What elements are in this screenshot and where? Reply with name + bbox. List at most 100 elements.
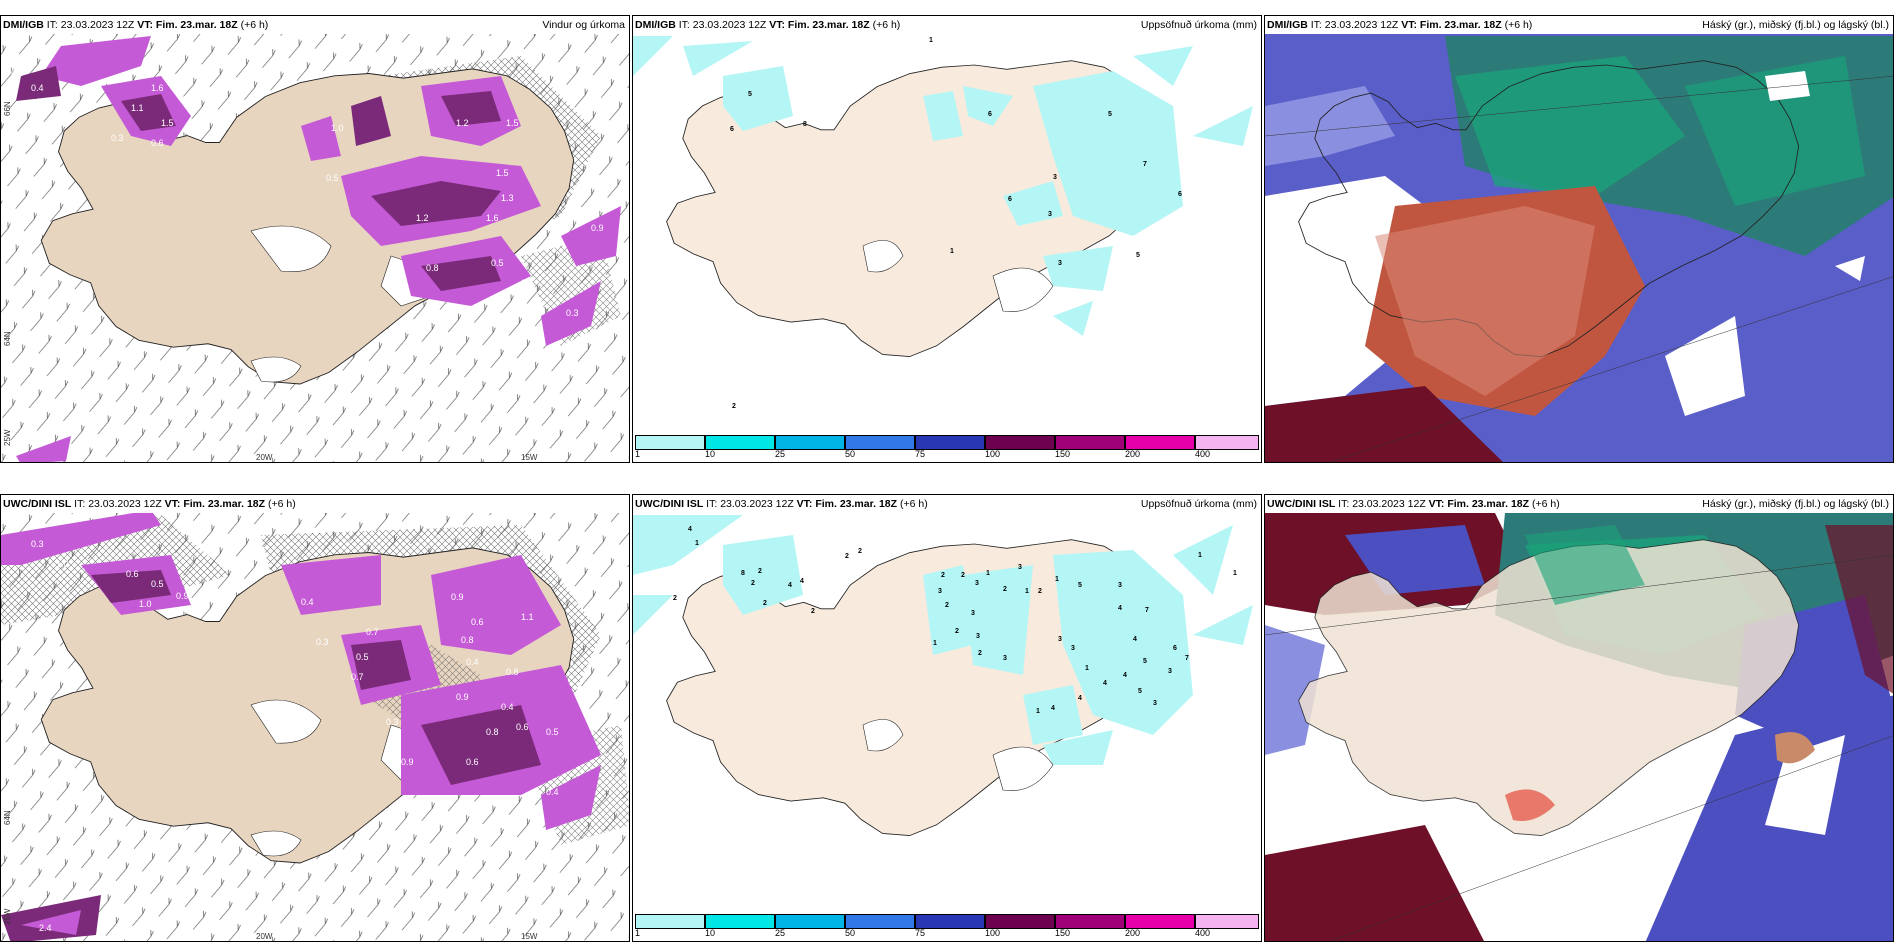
precip-label: 0.9 (451, 592, 464, 602)
accum-label: 2 (1003, 586, 1007, 593)
accum-label: 5 (1143, 658, 1147, 665)
precip-label: 0.5 (546, 727, 559, 737)
precip-label: 0.9 (401, 757, 414, 767)
accum-label: 2 (673, 595, 677, 602)
it-value: 23.03.2023 12Z (88, 498, 162, 510)
panel-header: UWC/DINI ISL IT: 23.03.2023 12Z VT: Fim.… (633, 495, 1261, 513)
panel-uwc-clouds: UWC/DINI ISL IT: 23.03.2023 12Z VT: Fim.… (1264, 494, 1894, 942)
precip-label: 0.3 (31, 539, 44, 549)
panel-title: Vindur og úrkoma (542, 19, 625, 31)
panel-title: Uppsöfnuð úrkoma (mm) (1140, 498, 1257, 510)
precip-label: 0.4 (31, 83, 44, 93)
accum-label: 6 (730, 126, 734, 133)
accum-label: 3 (1018, 564, 1022, 571)
colorbar-swatch (985, 435, 1055, 450)
lead-time: (+6 h) (872, 19, 901, 31)
accum-label: 7 (1185, 655, 1189, 662)
colorbar-tick: 200 (1125, 928, 1141, 938)
accum-label: 3 (1153, 700, 1157, 707)
accum-label: 1 (1025, 588, 1029, 595)
colorbar: 1 10 25 50 75 100 150 200 400 (635, 914, 1259, 938)
accum-label: 1 (950, 248, 954, 255)
accum-label: 6 (1008, 196, 1012, 203)
colorbar-swatch (705, 914, 775, 929)
accum-label: 1 (1055, 576, 1059, 583)
accum-label: 5 (1108, 111, 1112, 118)
it-label: IT: (46, 19, 58, 31)
colorbar-tick: 25 (775, 928, 786, 938)
precip-label: 0.8 (11, 68, 24, 78)
precip-label: 0.6 (151, 138, 164, 148)
precip-label: 1.6 (151, 83, 164, 93)
panel-dmi-wind: DMI/IGB IT: 23.03.2023 12Z VT: Fim. 23.m… (0, 15, 630, 463)
precip-label: 0.4 (301, 597, 314, 607)
lead-time: (+6 h) (1504, 19, 1533, 31)
vt-label: VT: Fim. 23.mar. 18Z (137, 19, 238, 31)
accum-label: 4 (1118, 605, 1122, 612)
precip-label: 1.3 (501, 193, 514, 203)
accum-label: 3 (1118, 582, 1122, 589)
accum-label: 2 (978, 650, 982, 657)
colorbar-tick: 1 (635, 928, 641, 938)
precip-label: 0.4 (501, 702, 514, 712)
model-label: UWC/DINI ISL (1267, 498, 1336, 510)
it-value: 23.03.2023 12Z (692, 19, 767, 31)
accum-label: 6 (1178, 191, 1182, 198)
panel-uwc-wind: UWC/DINI ISL IT: 23.03.2023 12Z VT: Fim.… (0, 494, 630, 942)
accum-label: 6 (988, 111, 992, 118)
model-label: DMI/IGB (635, 19, 676, 31)
it-label: IT: (74, 498, 86, 510)
colorbar-tick: 75 (915, 928, 926, 938)
it-value: 23.03.2023 12Z (1324, 19, 1399, 31)
vt-label: VT: Fim. 23.mar. 18Z (769, 19, 870, 31)
precip-label: 1.5 (496, 168, 509, 178)
accum-label: 6 (1173, 645, 1177, 652)
precip-label: 0.6 (516, 722, 529, 732)
colorbar-tick: 400 (1195, 449, 1211, 459)
accum-label: 8 (741, 570, 745, 577)
precip-label: 0.7 (351, 672, 364, 682)
it-label: IT: (678, 19, 690, 31)
precip-label: 0.4 (546, 787, 559, 797)
precip-label: 0.8 (426, 263, 439, 273)
model-label: DMI/IGB (3, 19, 44, 31)
panel-uwc-accum: UWC/DINI ISL IT: 23.03.2023 12Z VT: Fim.… (632, 494, 1262, 942)
precip-label: 0.5 (356, 652, 369, 662)
precip-label: 0.4 (466, 657, 479, 667)
colorbar-swatch (1195, 435, 1259, 450)
accum-label: 5 (1138, 688, 1142, 695)
colorbar-swatch (635, 914, 705, 929)
accum-label: 3 (975, 580, 979, 587)
precip-label: 1.1 (131, 103, 144, 113)
colorbar-tick: 150 (1055, 449, 1071, 459)
accum-label: 2 (1038, 588, 1042, 595)
lat-tick: 64N (3, 810, 12, 825)
precip-label: 0.9 (591, 223, 604, 233)
it-label: IT: (1338, 498, 1350, 510)
accum-label: 3 (1053, 174, 1057, 181)
accum-label: 1 (986, 570, 990, 577)
lat-tick: 25W (3, 908, 12, 925)
lon-tick: 15W (521, 453, 538, 462)
it-label: IT: (1310, 19, 1322, 31)
accum-label: 1 (1036, 708, 1040, 715)
colorbar-tick: 100 (985, 928, 1001, 938)
colorbar-swatch (775, 914, 845, 929)
panel-header: DMI/IGB IT: 23.03.2023 12Z VT: Fim. 23.m… (1, 16, 629, 34)
accum-label: 5 (1078, 582, 1082, 589)
vt-label: VT: Fim. 23.mar. 18Z (1428, 498, 1530, 510)
accum-map: 4 1 2 8 2 2 4 4 2 2 2 2 3 2 1 3 3 2 1 2 … (633, 515, 1253, 837)
precip-label: 1.6 (486, 213, 499, 223)
colorbar-tick: 150 (1055, 928, 1071, 938)
accum-label: 4 (1123, 672, 1127, 679)
colorbar-swatch (915, 435, 985, 450)
accum-label: 4 (788, 582, 792, 589)
lat-tick: 64N (3, 331, 12, 346)
precip-label: 1.2 (416, 213, 429, 223)
colorbar-tick: 25 (775, 449, 786, 459)
colorbar-tick: 1 (635, 449, 641, 459)
accum-label: 5 (748, 91, 752, 98)
precip-label: 0.5 (151, 579, 164, 589)
colorbar-tick: 10 (705, 928, 716, 938)
accum-label: 1 (929, 37, 933, 44)
